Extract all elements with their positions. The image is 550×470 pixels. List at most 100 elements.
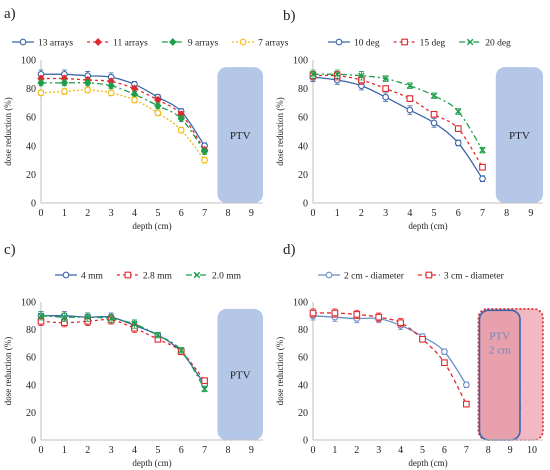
- x-tick-label: 9: [249, 445, 254, 456]
- legend-marker: [425, 271, 433, 279]
- data-point: [331, 309, 339, 317]
- data-point: [454, 108, 462, 115]
- legend-marker: [124, 271, 132, 279]
- x-tick-label: 0: [311, 445, 316, 456]
- panel-c: c) PTV 0 1 2 3 4 5 6 7 8 9 0 20 40 60 80 100 depth (cm) dos…: [3, 242, 263, 468]
- y-tick-label: 0: [31, 436, 36, 447]
- data-point: [154, 331, 162, 339]
- legend-marker: [466, 38, 474, 46]
- data-point: [462, 381, 470, 389]
- x-tick-label: 2: [354, 445, 359, 456]
- y-tick-label: 0: [303, 199, 308, 210]
- data-point: [430, 110, 438, 118]
- legend-marker: [335, 38, 343, 46]
- data-point: [154, 109, 162, 117]
- x-tick-label: 2: [85, 208, 90, 219]
- x-tick-label: 3: [109, 208, 114, 219]
- x-axis-label: depth (cm): [408, 221, 447, 231]
- data-point: [406, 95, 414, 102]
- x-tick-label: 0: [39, 208, 44, 219]
- y-tick-label: 100: [21, 298, 36, 309]
- data-point: [37, 312, 45, 320]
- data-point: [430, 92, 438, 100]
- x-axis-label: depth (cm): [132, 221, 171, 231]
- data-point: [454, 125, 462, 132]
- legend: 2 cm - diameter 3 cm - diameter: [318, 272, 505, 282]
- data-point: [200, 147, 209, 156]
- x-tick-label: 0: [311, 208, 316, 219]
- data-point: [479, 163, 486, 171]
- data-point: [107, 81, 115, 90]
- panel-label: b): [283, 8, 296, 24]
- x-tick-label: 1: [332, 445, 337, 456]
- x-tick-label: 7: [202, 445, 207, 456]
- legend-marker: [401, 38, 408, 46]
- series-line: [312, 74, 484, 168]
- x-tick-label: 1: [62, 445, 67, 456]
- legend-marker: [239, 38, 247, 46]
- legend: 10 deg 15 deg 20 deg: [328, 39, 511, 49]
- series-20-deg: [309, 69, 486, 154]
- x-tick-label: 7: [464, 445, 469, 456]
- series-15-deg: [309, 71, 486, 171]
- data-point: [131, 96, 138, 104]
- data-point: [333, 71, 341, 78]
- panel-b: b) PTV 0 1 2 3 4 5 6 7 8 9 0 20 40 60 80 100 depth (cm) dos…: [275, 8, 543, 231]
- legend-marker: [325, 271, 333, 279]
- series-7-arrays: [37, 86, 208, 164]
- data-point: [177, 114, 185, 123]
- series-2-0-mm: [37, 311, 208, 393]
- legend-entry: 20 deg: [485, 39, 511, 49]
- legend-entry: 2.8 mm: [143, 272, 173, 282]
- y-tick-label: 20: [26, 408, 36, 419]
- y-tick-label: 60: [298, 113, 308, 124]
- data-point: [406, 82, 414, 90]
- data-point: [375, 313, 383, 321]
- x-tick-label: 6: [179, 208, 184, 219]
- legend-marker: [193, 271, 201, 279]
- y-tick-label: 40: [26, 141, 36, 152]
- ptv-label: PTV: [230, 369, 251, 381]
- legend-marker: [169, 38, 177, 46]
- data-point: [61, 313, 68, 321]
- panel-label: a): [4, 6, 16, 22]
- series-9-arrays: [37, 78, 209, 156]
- x-axis-label: depth (cm): [408, 458, 447, 468]
- x-tick-label: 8: [504, 208, 509, 219]
- data-point: [406, 106, 414, 114]
- x-tick-label: 1: [62, 208, 67, 219]
- x-tick-label: 0: [39, 445, 44, 456]
- panel-a: a) PTV 0 1 2 3 4 5 6 7 8 9 0 20 40 60 80 100 depth (cm) dos…: [3, 6, 289, 231]
- data-point: [441, 348, 448, 356]
- legend-entry: 13 arrays: [38, 39, 73, 49]
- y-tick-label: 20: [26, 170, 36, 181]
- x-tick-label: 4: [132, 445, 137, 456]
- series-3-cm-diameter: [309, 308, 470, 408]
- legend-entry: 11 arrays: [113, 39, 148, 49]
- data-point: [382, 75, 389, 82]
- x-tick-label: 8: [225, 445, 230, 456]
- legend-entry: 9 arrays: [188, 39, 219, 49]
- x-axis-label: depth (cm): [132, 458, 171, 468]
- legend-entry: 10 deg: [354, 39, 380, 49]
- x-tick-label: 8: [486, 445, 491, 456]
- x-tick-label: 3: [109, 445, 114, 456]
- y-tick-label: 80: [298, 84, 308, 95]
- x-tick-label: 4: [407, 208, 412, 219]
- panel-label: c): [4, 242, 16, 258]
- y-axis-label: dose reduction (%): [275, 97, 285, 165]
- data-point: [309, 309, 317, 317]
- data-point: [154, 101, 162, 110]
- ptv-label: 2 cm: [489, 345, 511, 357]
- ptv-label: PTV: [230, 130, 251, 142]
- x-tick-label: 4: [132, 208, 137, 219]
- y-tick-label: 100: [21, 56, 36, 67]
- series-line: [40, 89, 206, 161]
- x-tick-label: 9: [508, 445, 513, 456]
- data-point: [397, 319, 404, 327]
- x-tick-label: 3: [383, 208, 388, 219]
- data-point: [382, 93, 389, 101]
- y-tick-label: 20: [298, 408, 308, 419]
- x-tick-label: 7: [202, 208, 207, 219]
- panel-label: d): [283, 242, 296, 258]
